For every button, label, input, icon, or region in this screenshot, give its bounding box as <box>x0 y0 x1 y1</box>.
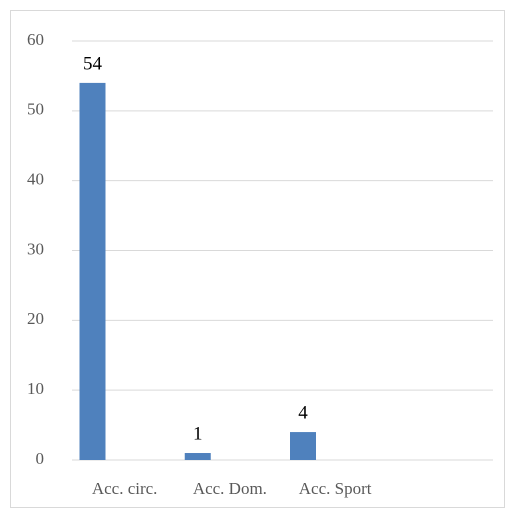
value-label: 1 <box>193 423 203 444</box>
value-label: 54 <box>83 53 103 74</box>
y-tick-label: 20 <box>27 309 44 328</box>
bar <box>79 82 106 461</box>
y-tick-label: 0 <box>36 449 45 468</box>
y-tick-label: 40 <box>27 170 44 189</box>
y-tick-label: 60 <box>27 30 44 49</box>
x-tick-label: Acc. Dom. <box>193 479 267 498</box>
bar <box>184 453 211 460</box>
y-tick-label: 10 <box>27 379 44 398</box>
x-tick-label: Acc. Sport <box>299 479 372 498</box>
y-tick-label: 30 <box>27 239 44 258</box>
bar <box>290 432 316 460</box>
value-label: 4 <box>298 402 308 423</box>
y-tick-label: 50 <box>27 100 44 119</box>
x-tick-label: Acc. circ. <box>92 479 158 498</box>
